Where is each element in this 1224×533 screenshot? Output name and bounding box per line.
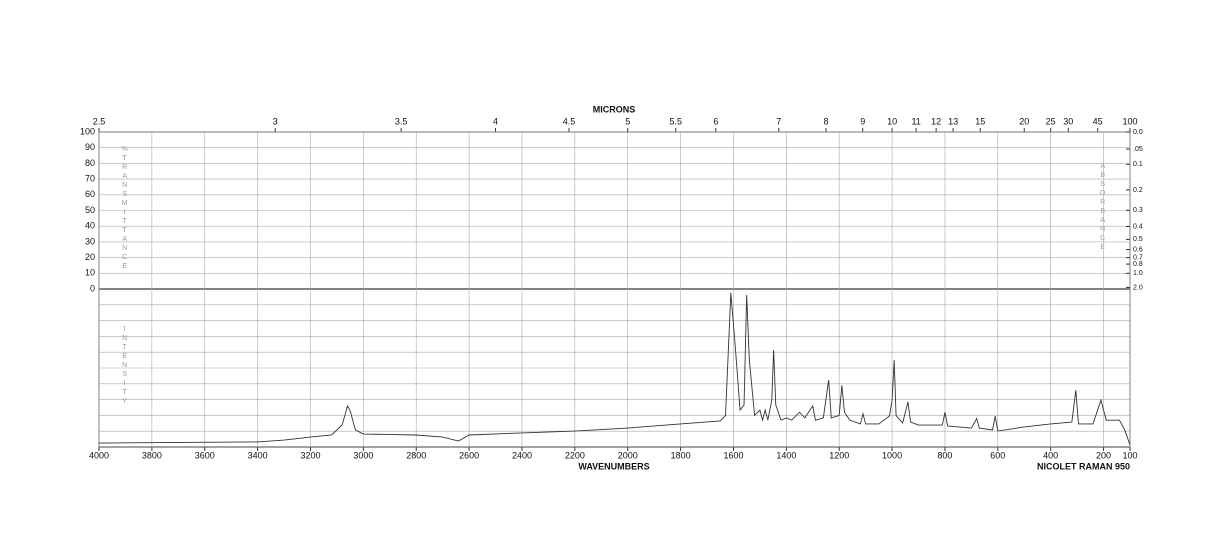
y-tick-label: 90 bbox=[85, 142, 95, 152]
y2-tick-label: 1.0 bbox=[1133, 270, 1143, 277]
x-tick-label: 1600 bbox=[723, 450, 743, 460]
y-tick-label: 70 bbox=[85, 173, 95, 183]
micron-tick-label: 11 bbox=[911, 116, 920, 126]
micron-tick-label: 20 bbox=[1019, 116, 1029, 126]
x-tick-label: 400 bbox=[1043, 450, 1058, 460]
instrument-label: NICOLET RAMAN 950 bbox=[1037, 461, 1130, 471]
x-tick-label: 2600 bbox=[459, 450, 479, 460]
micron-tick-label: 30 bbox=[1063, 116, 1073, 126]
x-tick-label: 600 bbox=[990, 450, 1005, 460]
x-tick-label: 1200 bbox=[829, 450, 849, 460]
x-tick-label: 3200 bbox=[300, 450, 320, 460]
x-tick-label: 3800 bbox=[142, 450, 162, 460]
y2-tick-label: 0.4 bbox=[1133, 223, 1143, 230]
y2-tick-label: 0.0 bbox=[1133, 129, 1143, 136]
x-tick-label: 200 bbox=[1096, 450, 1111, 460]
micron-tick-label: 15 bbox=[975, 116, 985, 126]
x-tick-label: 800 bbox=[937, 450, 952, 460]
micron-tick-label: 7 bbox=[776, 116, 781, 126]
micron-tick-label: 45 bbox=[1093, 116, 1103, 126]
y-tick-label: 80 bbox=[85, 158, 95, 168]
y-tick-label: 100 bbox=[80, 126, 95, 136]
x-tick-label: 3400 bbox=[248, 450, 268, 460]
x-tick-label: 3600 bbox=[195, 450, 215, 460]
y-tick-label: 60 bbox=[85, 189, 95, 199]
y2-tick-label: 0.6 bbox=[1133, 246, 1143, 253]
y-tick-label: 10 bbox=[85, 268, 95, 278]
micron-tick-label: 8 bbox=[823, 116, 828, 126]
x-tick-label: 1000 bbox=[882, 450, 902, 460]
y2-tick-label: 0.1 bbox=[1133, 161, 1143, 168]
y-tick-label: 30 bbox=[85, 236, 95, 246]
y2-tick-label: 2.0 bbox=[1133, 284, 1143, 291]
micron-tick-label: 6 bbox=[713, 116, 718, 126]
spectrum-line bbox=[98, 292, 1131, 446]
micron-tick-label: 13 bbox=[948, 116, 958, 126]
x-tick-label: 4000 bbox=[89, 450, 109, 460]
x-tick-label: 2400 bbox=[512, 450, 532, 460]
micron-tick-label: 100 bbox=[1122, 116, 1137, 126]
micron-tick-label: 9 bbox=[860, 116, 865, 126]
micron-tick-label: 25 bbox=[1046, 116, 1056, 126]
y-tick-label: 50 bbox=[85, 205, 95, 215]
y2-tick-label: 0.3 bbox=[1133, 207, 1143, 214]
micron-tick-label: 2.5 bbox=[93, 116, 106, 126]
micron-tick-label: 3.5 bbox=[395, 116, 408, 126]
micron-tick-label: 3 bbox=[273, 116, 278, 126]
y-tick-label: 20 bbox=[85, 252, 95, 262]
top-axis-label: MICRONS bbox=[593, 104, 636, 114]
y-axis-label: %TRANSMITTANCE bbox=[121, 146, 128, 272]
y-tick-label: 40 bbox=[85, 221, 95, 231]
y2-tick-label: 0.2 bbox=[1133, 187, 1143, 194]
micron-tick-label: 5.5 bbox=[670, 116, 683, 126]
x-axis-label: WAVENUMBERS bbox=[578, 461, 649, 471]
y2-axis-label: ABSORBANCE bbox=[1099, 163, 1106, 253]
x-tick-label: 2200 bbox=[565, 450, 585, 460]
micron-tick-label: 12 bbox=[931, 116, 941, 126]
y2-tick-label: 0.8 bbox=[1133, 261, 1143, 268]
y2-tick-label: 0.7 bbox=[1133, 255, 1143, 262]
micron-tick-label: 4.5 bbox=[563, 116, 576, 126]
y2-tick-label: .05 bbox=[1133, 146, 1143, 153]
micron-tick-label: 4 bbox=[493, 116, 498, 126]
micron-tick-label: 5 bbox=[625, 116, 630, 126]
intensity-label: INTENSITY bbox=[121, 326, 128, 407]
x-tick-label: 1800 bbox=[671, 450, 691, 460]
x-tick-label: 2000 bbox=[618, 450, 638, 460]
x-tick-label: 3000 bbox=[353, 450, 373, 460]
x-tick-label: 2800 bbox=[406, 450, 426, 460]
x-tick-label: 1400 bbox=[776, 450, 796, 460]
micron-tick-label: 10 bbox=[887, 116, 897, 126]
y2-tick-label: 0.5 bbox=[1133, 236, 1143, 243]
y-tick-label: 0 bbox=[90, 283, 95, 293]
x-tick-label: 100 bbox=[1122, 450, 1137, 460]
